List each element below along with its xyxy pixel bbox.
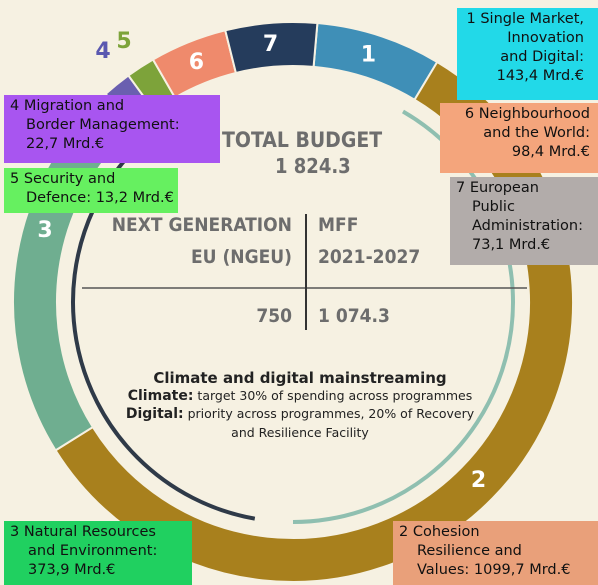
segment-number: 5 (116, 29, 131, 54)
total-value: 1 824.3 (275, 154, 351, 178)
callout-line: 1 Single Market, (466, 11, 584, 27)
callout: 2 Cohesion Resilience and Values: 1099,7 M… (393, 521, 598, 585)
callout: 3 Natural Resources and Environment: 373,9… (4, 521, 192, 585)
callout-line: 373,9 Mrd.€ (28, 562, 116, 578)
callout-line: and Digital: (500, 49, 584, 65)
segment-number: 7 (263, 32, 278, 57)
label: Digital: (125, 406, 184, 422)
callout-line: Border Management: (26, 117, 180, 133)
digital: Digital: priority across programmes, 20%… (100, 406, 500, 422)
ngeu-head: NEXT GENERATION (111, 214, 292, 236)
callout-line: Public (472, 199, 515, 215)
digital-2: and Resilience Facility (231, 425, 369, 440)
callout-line: 4 Migration and (10, 98, 125, 114)
callout: 4 Migration and Border Management: 22,7 Mr… (4, 95, 220, 163)
callout-line: 3 Natural Resources (10, 524, 156, 540)
ngeu-value: 750 (256, 305, 292, 327)
callout-line: 5 Security and (10, 171, 116, 187)
total-title: TOTAL BUDGET (222, 128, 383, 152)
callout-line: 6 Neighbourhood (464, 106, 590, 122)
callout-line: Resilience and (417, 543, 522, 559)
ngeu-head: EU (NGEU) (190, 246, 292, 268)
mff-value: 1 074.3 (318, 305, 390, 327)
callout-line: Values: 1099,7 Mrd.€ (417, 562, 571, 578)
callout-line: Innovation (507, 30, 584, 46)
callout-line: Defence: 13,2 Mrd.€ (26, 190, 174, 206)
callout: 1 Single Market, Innovation and Digital: 14… (457, 8, 598, 100)
label: Climate: (127, 388, 194, 404)
callout-line: 2 Cohesion (399, 524, 480, 540)
callout-line: 143,4 Mrd.€ (496, 68, 584, 84)
segment-number: 2 (471, 468, 486, 493)
segment-number: 1 (361, 42, 376, 67)
segment-number: 3 (37, 218, 52, 243)
inner-ring (71, 109, 256, 521)
callout-line: 98,4 Mrd.€ (511, 144, 590, 160)
callout-line: 7 European (456, 180, 539, 196)
callout-line: Administration: (472, 218, 583, 234)
callout: 5 Security and Defence: 13,2 Mrd.€ (4, 168, 178, 213)
mff-head: MFF (318, 214, 359, 236)
mff-head: 2021-2027 (318, 246, 421, 268)
mainstreaming-title: Climate and digital mainstreaming (153, 369, 447, 387)
callout-line: and Environment: (28, 543, 158, 559)
segment (54, 60, 574, 583)
callout: 7 European Public Administration: 73,1 Mrd.… (450, 177, 598, 265)
callout-line: and the World: (483, 125, 590, 141)
segment-number: 4 (95, 39, 110, 64)
text: priority across programmes, 20% of Recov… (187, 406, 475, 421)
segment-number: 6 (189, 50, 204, 75)
text: target 30% of spending across programmes (197, 388, 473, 403)
climate: Climate: target 30% of spending across p… (100, 388, 500, 404)
callout: 6 Neighbourhood and the World: 98,4 Mrd.€ (440, 103, 598, 173)
callout-line: 22,7 Mrd.€ (26, 136, 105, 152)
segment (224, 21, 319, 75)
callout-line: 73,1 Mrd.€ (472, 237, 551, 253)
